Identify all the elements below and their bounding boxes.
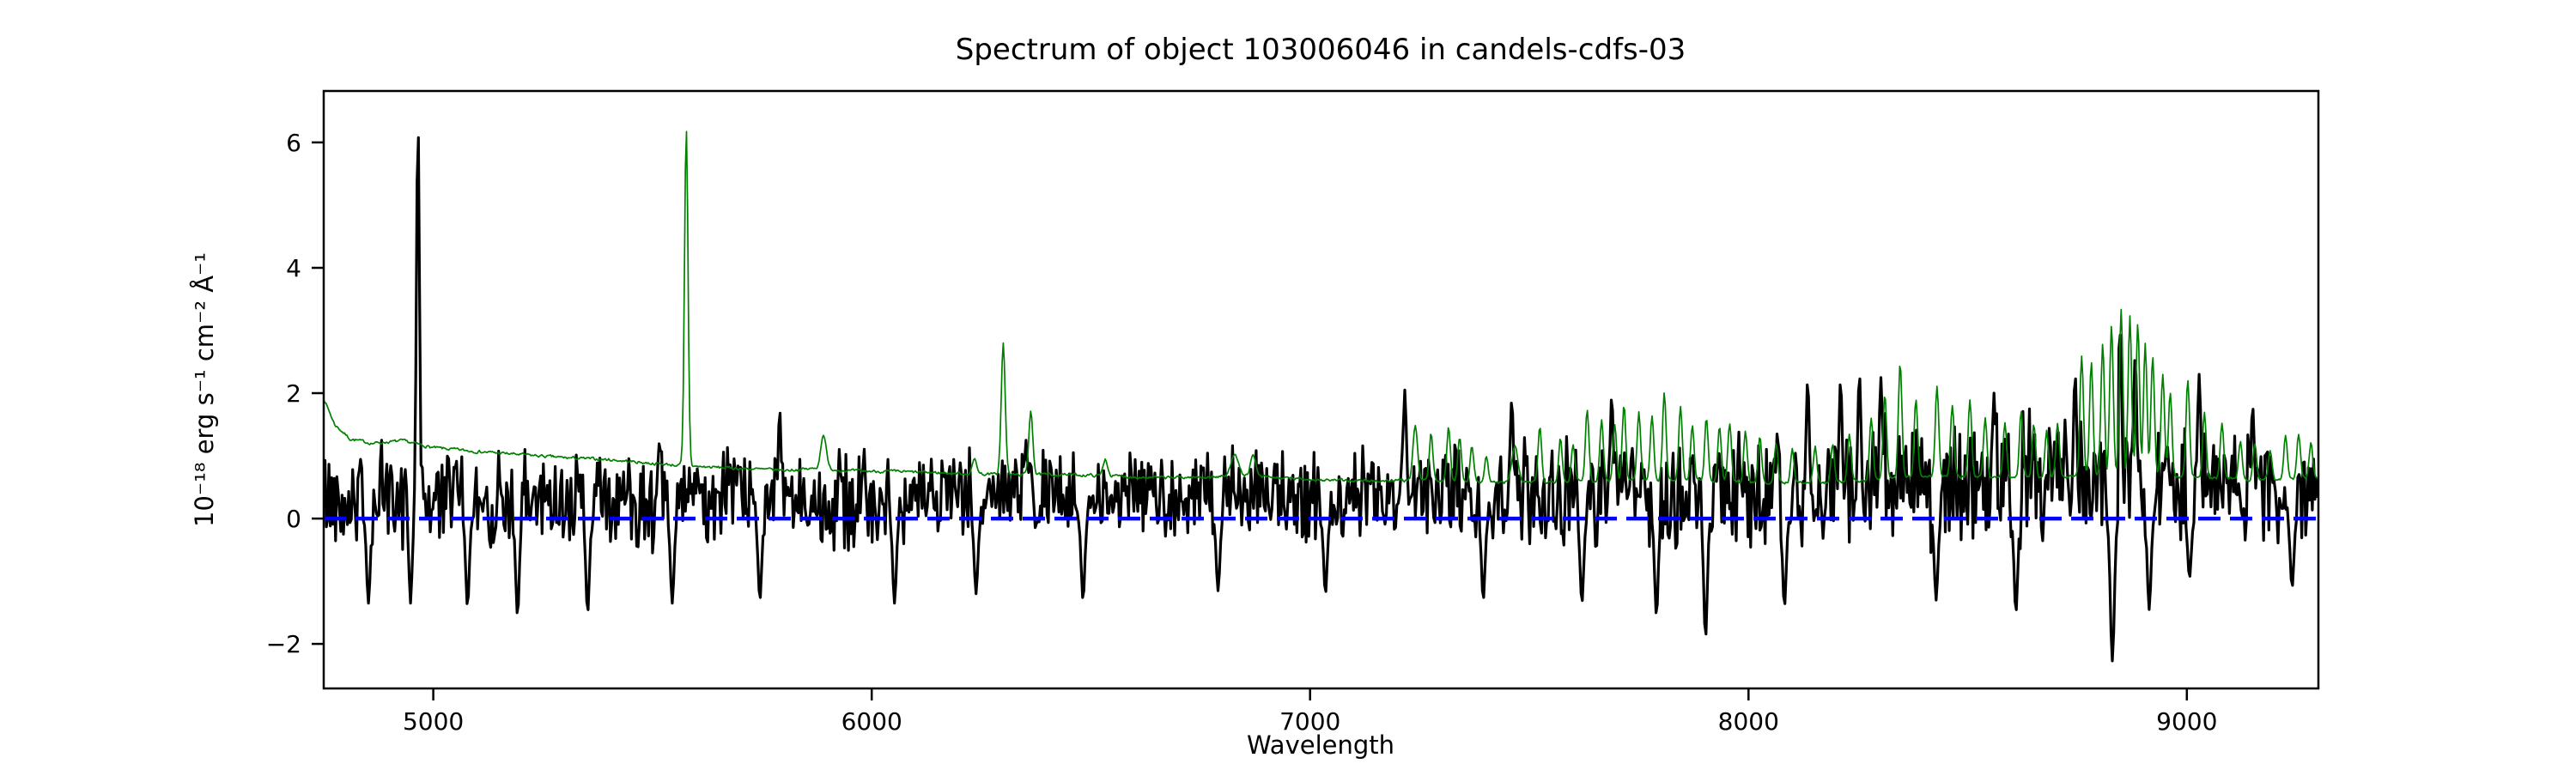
noise-spectrum — [324, 130, 2318, 485]
y-tick-label: 0 — [286, 505, 301, 533]
axes-frame — [322, 89, 2320, 690]
plot-title: Spectrum of object 103006046 in candels-… — [955, 33, 1686, 67]
y-axis-label: 10⁻¹⁸ erg s⁻¹ cm⁻² Å⁻¹ — [190, 252, 219, 527]
x-tick-label: 7000 — [1279, 707, 1340, 736]
y-tick-label: 4 — [286, 254, 301, 282]
x-tick-label: 5000 — [403, 707, 464, 736]
x-tick-label: 9000 — [2156, 707, 2217, 736]
y-tick-label: 2 — [286, 379, 301, 408]
y-tick-label: 6 — [286, 129, 301, 157]
x-tick-label: 8000 — [1718, 707, 1779, 736]
x-tick-label: 6000 — [841, 707, 902, 736]
x-axis-label: Wavelength — [1246, 731, 1395, 760]
object-flux — [324, 136, 2318, 663]
y-tick-label: −2 — [266, 630, 301, 658]
